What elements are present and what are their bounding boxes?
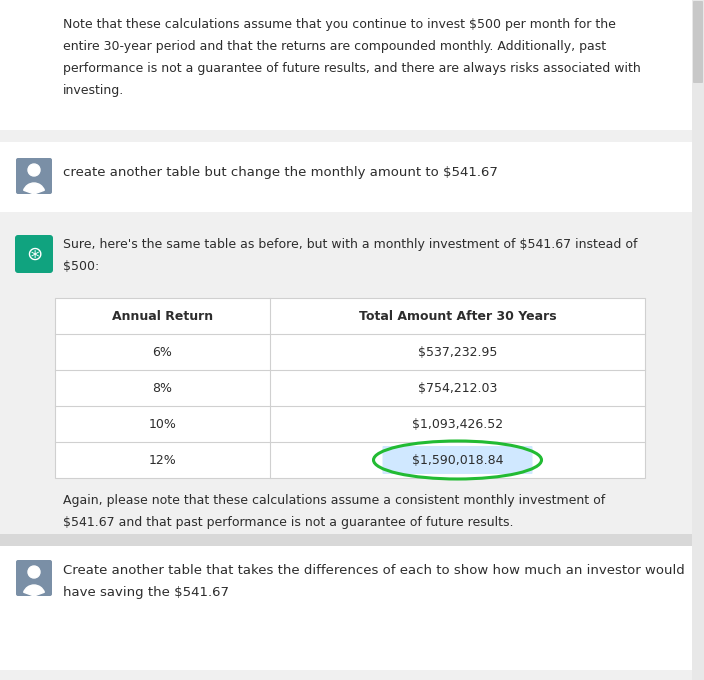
Wedge shape bbox=[24, 183, 44, 194]
FancyBboxPatch shape bbox=[0, 0, 704, 130]
Text: 6%: 6% bbox=[153, 345, 172, 358]
Text: $541.67 and that past performance is not a guarantee of future results.: $541.67 and that past performance is not… bbox=[63, 516, 513, 529]
FancyBboxPatch shape bbox=[15, 235, 53, 273]
FancyBboxPatch shape bbox=[692, 142, 704, 212]
FancyBboxPatch shape bbox=[0, 212, 704, 224]
FancyBboxPatch shape bbox=[692, 0, 704, 130]
Text: create another table but change the monthly amount to $541.67: create another table but change the mont… bbox=[63, 166, 498, 179]
FancyBboxPatch shape bbox=[382, 446, 532, 474]
Text: 10%: 10% bbox=[149, 418, 177, 430]
Text: Sure, here's the same table as before, but with a monthly investment of $541.67 : Sure, here's the same table as before, b… bbox=[63, 238, 638, 251]
Text: entire 30-year period and that the returns are compounded monthly. Additionally,: entire 30-year period and that the retur… bbox=[63, 40, 606, 53]
FancyBboxPatch shape bbox=[0, 546, 704, 670]
Text: 12%: 12% bbox=[149, 454, 177, 466]
Text: performance is not a guarantee of future results, and there are always risks ass: performance is not a guarantee of future… bbox=[63, 62, 641, 75]
FancyBboxPatch shape bbox=[0, 224, 704, 534]
Text: investing.: investing. bbox=[63, 84, 124, 97]
Text: Annual Return: Annual Return bbox=[112, 309, 213, 322]
Wedge shape bbox=[24, 585, 44, 596]
Text: Total Amount After 30 Years: Total Amount After 30 Years bbox=[358, 309, 556, 322]
FancyBboxPatch shape bbox=[55, 298, 645, 478]
FancyBboxPatch shape bbox=[692, 0, 704, 680]
Text: Again, please note that these calculations assume a consistent monthly investmen: Again, please note that these calculatio… bbox=[63, 494, 605, 507]
FancyBboxPatch shape bbox=[692, 546, 704, 670]
FancyBboxPatch shape bbox=[0, 130, 704, 142]
Text: 8%: 8% bbox=[153, 381, 172, 394]
FancyBboxPatch shape bbox=[693, 1, 703, 83]
Text: ⊛: ⊛ bbox=[26, 245, 42, 263]
FancyBboxPatch shape bbox=[0, 534, 704, 546]
Text: $537,232.95: $537,232.95 bbox=[417, 345, 497, 358]
Text: $500:: $500: bbox=[63, 260, 99, 273]
FancyBboxPatch shape bbox=[16, 560, 52, 596]
FancyBboxPatch shape bbox=[692, 224, 704, 534]
Text: $754,212.03: $754,212.03 bbox=[417, 381, 497, 394]
FancyBboxPatch shape bbox=[0, 142, 704, 212]
Text: Create another table that takes the differences of each to show how much an inve: Create another table that takes the diff… bbox=[63, 564, 685, 577]
Text: $1,093,426.52: $1,093,426.52 bbox=[412, 418, 503, 430]
FancyBboxPatch shape bbox=[16, 158, 52, 194]
Text: Note that these calculations assume that you continue to invest $500 per month f: Note that these calculations assume that… bbox=[63, 18, 616, 31]
Circle shape bbox=[28, 164, 40, 176]
Text: $1,590,018.84: $1,590,018.84 bbox=[412, 454, 503, 466]
Circle shape bbox=[28, 566, 40, 578]
Text: have saving the $541.67: have saving the $541.67 bbox=[63, 586, 229, 599]
